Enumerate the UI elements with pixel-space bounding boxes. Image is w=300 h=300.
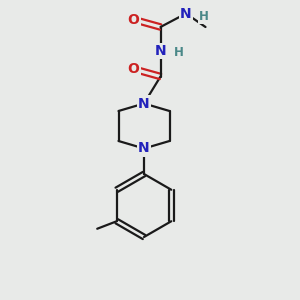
Text: O: O bbox=[128, 62, 140, 76]
Text: N: N bbox=[180, 7, 192, 20]
Text: N: N bbox=[138, 142, 150, 155]
Text: H: H bbox=[199, 10, 209, 23]
Text: N: N bbox=[138, 97, 150, 110]
Text: O: O bbox=[128, 13, 140, 26]
Text: H: H bbox=[174, 46, 184, 59]
Text: N: N bbox=[155, 44, 166, 58]
